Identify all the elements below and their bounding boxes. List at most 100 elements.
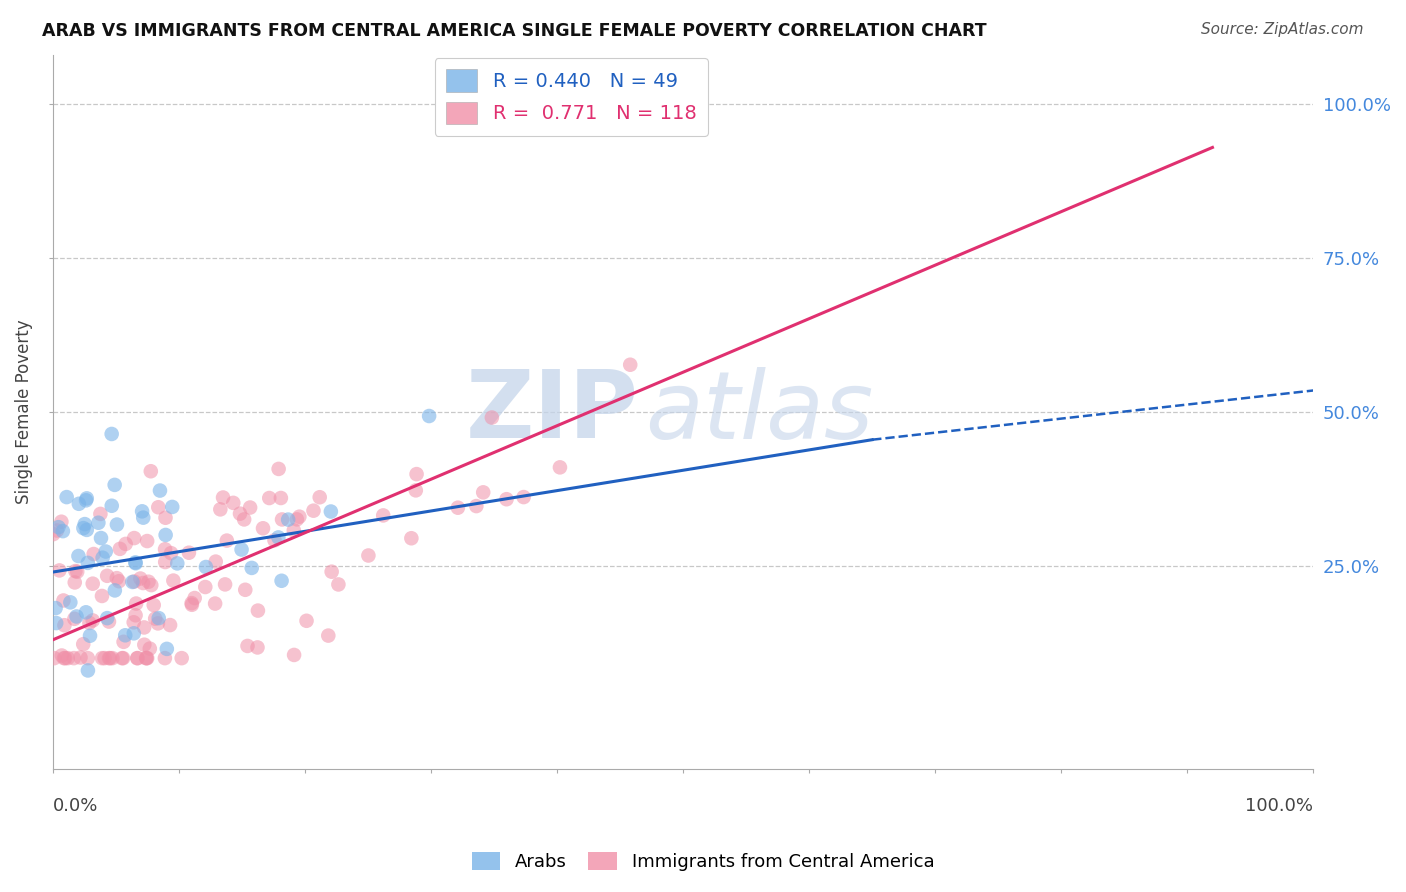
Point [91, 550, 114, 565]
Point [98, 651, 121, 665]
Point [98, 615, 121, 629]
Point [77, 664, 100, 678]
Point [100, 499, 122, 513]
Point [132, 510, 155, 524]
Point [51, 648, 73, 663]
Point [104, 478, 127, 492]
Point [148, 500, 170, 515]
Point [180, 598, 202, 612]
Point [63, 575, 86, 590]
Point [112, 635, 135, 649]
Point [46, 524, 69, 538]
Point [124, 608, 146, 623]
Point [155, 510, 177, 524]
Text: 100.0%: 100.0% [1246, 797, 1313, 814]
Point [72, 521, 94, 535]
Point [63, 651, 86, 665]
Point [91, 589, 114, 603]
Point [209, 502, 232, 516]
Point [79, 629, 101, 643]
Point [108, 541, 131, 556]
Point [283, 524, 305, 538]
Point [215, 533, 238, 548]
Point [194, 580, 217, 594]
Point [159, 618, 181, 632]
Point [132, 576, 155, 591]
Point [42, 527, 65, 541]
Point [82, 614, 104, 628]
Point [124, 556, 146, 570]
Point [90, 531, 112, 545]
Point [125, 597, 148, 611]
Point [328, 577, 350, 591]
Point [270, 491, 292, 505]
Point [146, 616, 169, 631]
Point [321, 565, 343, 579]
Point [153, 651, 176, 665]
Legend: R = 0.440   N = 49, R =  0.771   N = 118: R = 0.440 N = 49, R = 0.771 N = 118 [434, 58, 709, 136]
Point [104, 583, 127, 598]
Text: Source: ZipAtlas.com: Source: ZipAtlas.com [1201, 22, 1364, 37]
Point [204, 555, 226, 569]
Point [76, 491, 98, 506]
Point [308, 490, 330, 504]
Point [148, 611, 170, 625]
Point [160, 546, 183, 560]
Point [121, 574, 143, 589]
Point [183, 591, 205, 605]
Point [76, 651, 98, 665]
Text: ARAB VS IMMIGRANTS FROM CENTRAL AMERICA SINGLE FEMALE POVERTY CORRELATION CHART: ARAB VS IMMIGRANTS FROM CENTRAL AMERICA … [42, 22, 987, 40]
Point [204, 597, 226, 611]
Point [357, 549, 380, 563]
Point [277, 512, 299, 526]
Point [69, 650, 91, 665]
Point [472, 485, 495, 500]
Point [75, 493, 97, 508]
Point [138, 574, 160, 589]
Point [105, 571, 128, 585]
Point [143, 612, 166, 626]
Point [156, 641, 179, 656]
Point [67, 497, 90, 511]
Point [135, 651, 157, 665]
Text: atlas: atlas [645, 367, 873, 458]
Point [295, 614, 318, 628]
Point [59, 595, 82, 609]
Point [302, 504, 325, 518]
Point [252, 521, 274, 535]
Point [114, 537, 136, 551]
Point [481, 410, 503, 425]
Point [263, 533, 285, 548]
Point [65, 609, 87, 624]
Point [418, 409, 440, 423]
Point [149, 483, 172, 498]
Point [127, 651, 149, 665]
Point [44, 651, 66, 665]
Point [240, 561, 263, 575]
Point [401, 531, 423, 545]
Point [447, 500, 470, 515]
Point [139, 641, 162, 656]
Point [111, 651, 134, 665]
Point [122, 626, 145, 640]
Point [83, 547, 105, 561]
Point [52, 593, 75, 607]
Point [53, 651, 76, 665]
Point [124, 556, 146, 570]
Point [231, 542, 253, 557]
Point [233, 512, 256, 526]
Point [267, 462, 290, 476]
Point [100, 427, 122, 442]
Point [236, 639, 259, 653]
Point [166, 557, 188, 571]
Point [267, 531, 290, 545]
Point [288, 509, 311, 524]
Point [108, 574, 131, 589]
Point [214, 577, 236, 591]
Point [155, 528, 177, 542]
Point [131, 504, 153, 518]
Point [45, 616, 67, 631]
Point [548, 460, 571, 475]
Point [63, 612, 86, 626]
Point [153, 542, 176, 557]
